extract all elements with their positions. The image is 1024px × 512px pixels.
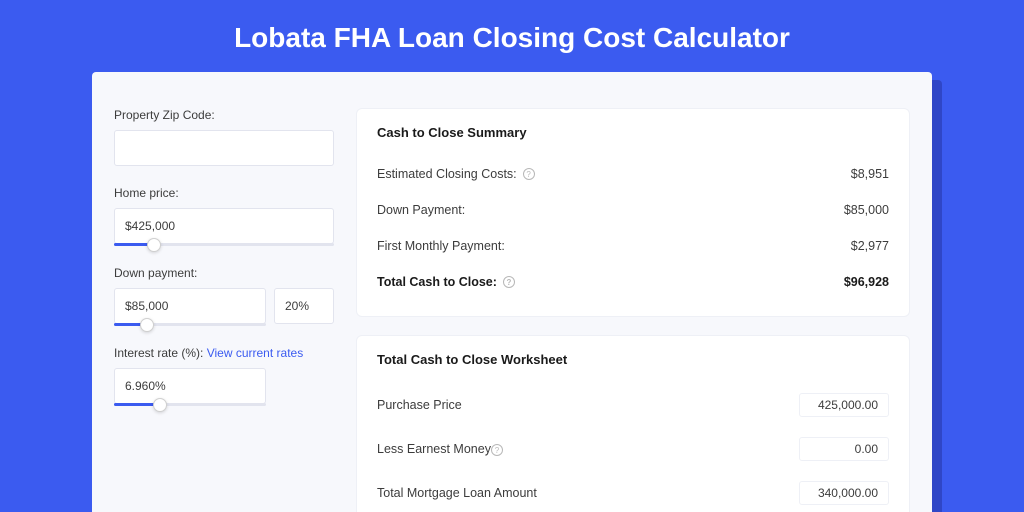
- results-column: Cash to Close Summary Estimated Closing …: [356, 108, 910, 512]
- interest-rate-slider-thumb[interactable]: [153, 398, 167, 412]
- zip-input[interactable]: [114, 130, 334, 166]
- summary-row-value: $96,928: [844, 275, 889, 289]
- home-price-label: Home price:: [114, 186, 334, 200]
- summary-title: Cash to Close Summary: [377, 125, 889, 140]
- calculator-wrapper: Property Zip Code: Home price: Down paym…: [92, 72, 932, 512]
- down-payment-input[interactable]: [114, 288, 266, 324]
- summary-panel: Cash to Close Summary Estimated Closing …: [356, 108, 910, 317]
- summary-row: Total Cash to Close:? $96,928: [377, 264, 889, 300]
- summary-row-label: Estimated Closing Costs:: [377, 167, 517, 181]
- worksheet-row-value: 340,000.00: [799, 481, 889, 505]
- worksheet-row: Total Mortgage Loan Amount 340,000.00: [377, 471, 889, 512]
- worksheet-row-value: 425,000.00: [799, 393, 889, 417]
- zip-label: Property Zip Code:: [114, 108, 334, 122]
- home-price-slider[interactable]: [114, 243, 334, 246]
- worksheet-title: Total Cash to Close Worksheet: [377, 352, 889, 367]
- summary-row-label: Total Cash to Close:: [377, 275, 497, 289]
- down-payment-pct-input[interactable]: [274, 288, 334, 324]
- home-price-input[interactable]: [114, 208, 334, 244]
- help-icon[interactable]: ?: [491, 444, 503, 456]
- worksheet-row-label: Purchase Price: [377, 398, 462, 412]
- summary-row: First Monthly Payment: $2,977: [377, 228, 889, 264]
- help-icon[interactable]: ?: [523, 168, 535, 180]
- down-payment-label: Down payment:: [114, 266, 334, 280]
- summary-row-value: $8,951: [851, 167, 889, 181]
- calculator-card: Property Zip Code: Home price: Down paym…: [92, 72, 932, 512]
- summary-row: Down Payment: $85,000: [377, 192, 889, 228]
- worksheet-panel: Total Cash to Close Worksheet Purchase P…: [356, 335, 910, 512]
- down-payment-slider[interactable]: [114, 323, 266, 326]
- view-rates-link[interactable]: View current rates: [207, 346, 304, 360]
- help-icon[interactable]: ?: [503, 276, 515, 288]
- form-column: Property Zip Code: Home price: Down paym…: [114, 108, 334, 512]
- down-payment-slider-thumb[interactable]: [140, 318, 154, 332]
- summary-row-label: Down Payment:: [377, 203, 465, 217]
- worksheet-row-label: Total Mortgage Loan Amount: [377, 486, 537, 500]
- interest-rate-label: Interest rate (%): View current rates: [114, 346, 334, 360]
- worksheet-row: Purchase Price 425,000.00: [377, 383, 889, 427]
- zip-field-group: Property Zip Code:: [114, 108, 334, 166]
- worksheet-row: Less Earnest Money? 0.00: [377, 427, 889, 471]
- summary-row-value: $2,977: [851, 239, 889, 253]
- interest-rate-input[interactable]: [114, 368, 266, 404]
- worksheet-row-value: 0.00: [799, 437, 889, 461]
- worksheet-row-label: Less Earnest Money: [377, 442, 491, 456]
- interest-rate-slider[interactable]: [114, 403, 266, 406]
- home-price-slider-thumb[interactable]: [147, 238, 161, 252]
- page-title: Lobata FHA Loan Closing Cost Calculator: [0, 0, 1024, 72]
- down-payment-field-group: Down payment:: [114, 266, 334, 326]
- summary-row: Estimated Closing Costs:? $8,951: [377, 156, 889, 192]
- interest-rate-field-group: Interest rate (%): View current rates: [114, 346, 334, 406]
- summary-row-label: First Monthly Payment:: [377, 239, 505, 253]
- interest-rate-label-text: Interest rate (%):: [114, 346, 203, 360]
- home-price-field-group: Home price:: [114, 186, 334, 246]
- summary-row-value: $85,000: [844, 203, 889, 217]
